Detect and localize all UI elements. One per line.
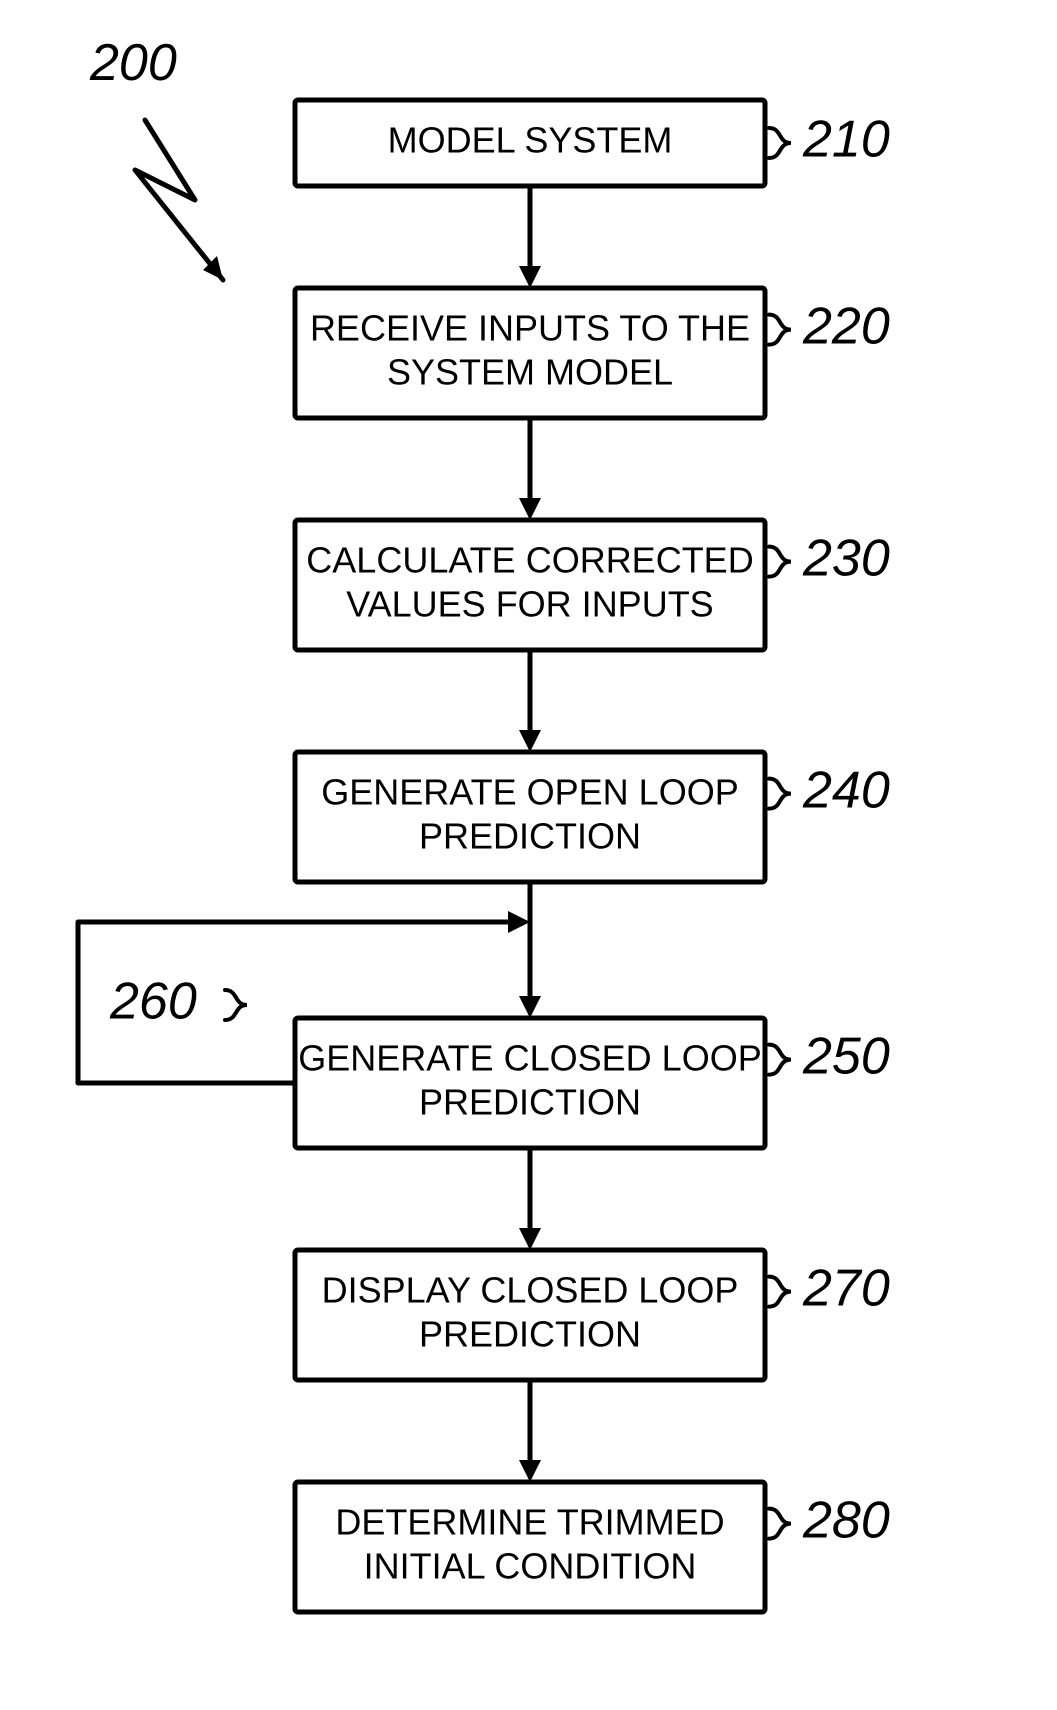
step-label: MODEL SYSTEM — [388, 120, 673, 161]
ref-number: 220 — [802, 297, 890, 355]
step-label: PREDICTION — [419, 816, 641, 857]
step-label: RECEIVE INPUTS TO THE — [310, 308, 750, 349]
step-receive-inputs: RECEIVE INPUTS TO THESYSTEM MODEL 220 — [295, 288, 890, 418]
step-label: SYSTEM MODEL — [387, 352, 673, 393]
step-label: GENERATE CLOSED LOOP — [298, 1038, 761, 1079]
ref-number: 270 — [802, 1259, 890, 1317]
figure-number: 200 — [89, 34, 177, 92]
step-label: INITIAL CONDITION — [364, 1546, 697, 1587]
ref-number: 240 — [802, 761, 890, 819]
step-gen-open-loop: GENERATE OPEN LOOPPREDICTION 240 — [295, 752, 890, 882]
step-label: CALCULATE CORRECTED — [306, 540, 753, 581]
step-label: PREDICTION — [419, 1082, 641, 1123]
ref-number: 230 — [802, 529, 890, 587]
step-label: GENERATE OPEN LOOP — [321, 772, 738, 813]
step-label: VALUES FOR INPUTS — [346, 584, 713, 625]
figure-pointer-arrow — [135, 120, 223, 280]
step-label: PREDICTION — [419, 1314, 641, 1355]
step-label: DISPLAY CLOSED LOOP — [322, 1270, 739, 1311]
ref-number: 210 — [802, 111, 890, 169]
ref-number: 250 — [802, 1027, 890, 1085]
step-label: DETERMINE TRIMMED — [335, 1502, 724, 1543]
step-determine-trimmed: DETERMINE TRIMMEDINITIAL CONDITION 280 — [295, 1482, 890, 1612]
step-gen-closed-loop: GENERATE CLOSED LOOPPREDICTION 250 — [295, 1018, 890, 1148]
ref-number: 280 — [802, 1491, 890, 1549]
flowchart-diagram: 200 MODEL SYSTEM 210 RECEIVE INPUTS TO THES… — [0, 0, 1057, 1710]
ref-number: 260 — [109, 973, 197, 1031]
step-display-closed-loop: DISPLAY CLOSED LOOPPREDICTION 270 — [295, 1250, 890, 1380]
step-calculate-corrected: CALCULATE CORRECTEDVALUES FOR INPUTS 230 — [295, 520, 890, 650]
step-model-system: MODEL SYSTEM 210 — [295, 100, 890, 186]
